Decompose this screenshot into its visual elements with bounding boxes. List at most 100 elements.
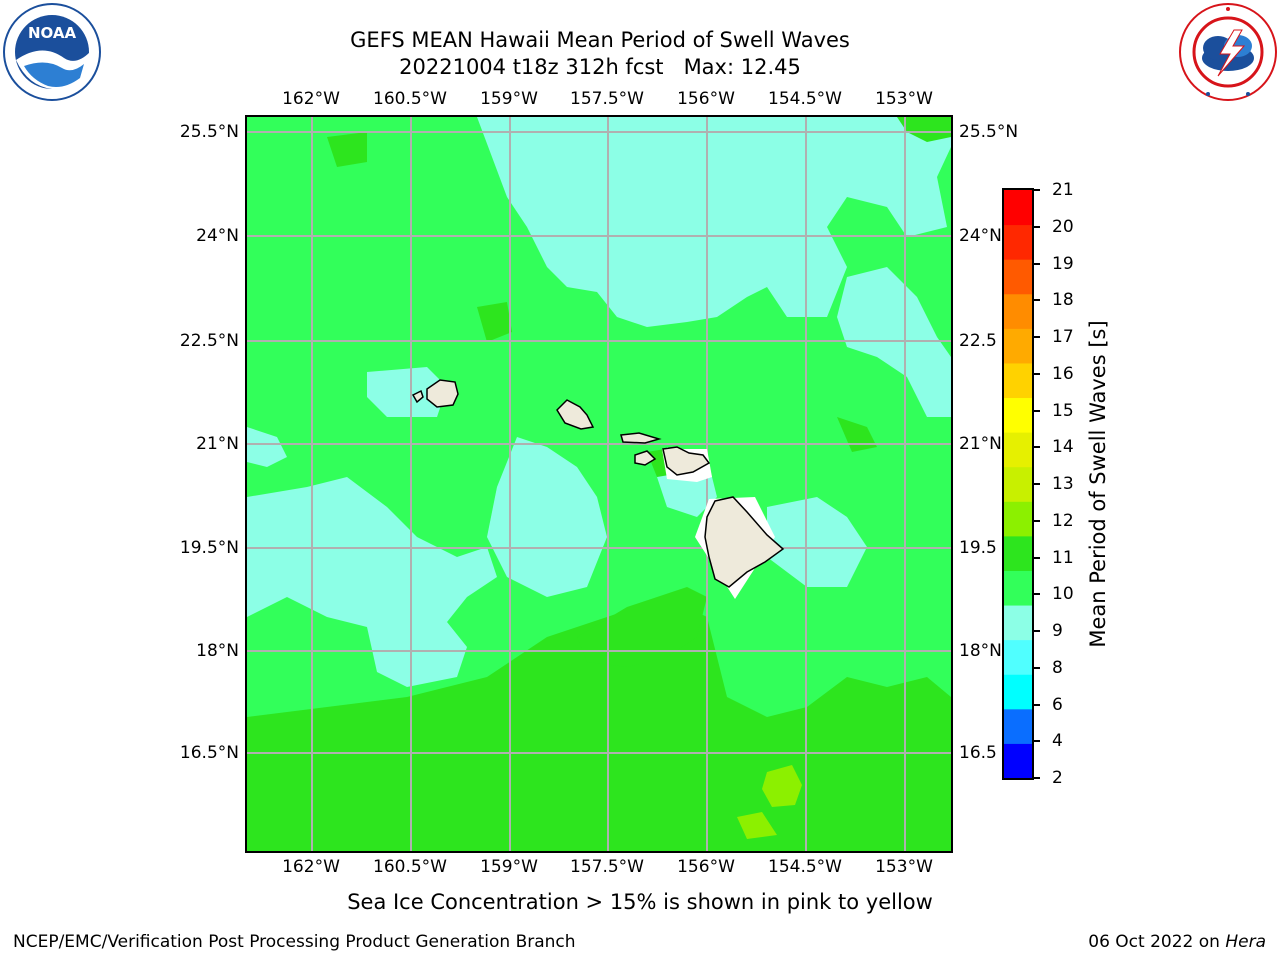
colorbar-title: Mean Period of Swell Waves [s] <box>1086 320 1110 648</box>
colorbar-tick-label: 20 <box>1052 216 1074 237</box>
footer-date-text: 06 Oct 2022 on <box>1088 932 1226 952</box>
lon-tick-top: 159°W <box>480 89 538 109</box>
colorbar-band <box>1004 639 1032 675</box>
graticule <box>247 117 951 851</box>
colorbar-band <box>1004 362 1032 399</box>
island-niihau <box>411 389 424 404</box>
lon-tick-bottom: 162°W <box>282 857 340 877</box>
lat-tick-right: 21°N <box>959 434 1002 454</box>
noaa-logo: NOAA <box>2 2 102 102</box>
colorbar-tick-mark <box>1034 483 1040 485</box>
colorbar-tick-label: 18 <box>1052 290 1074 311</box>
footer-credit: NCEP/EMC/Verification Post Processing Pr… <box>13 932 576 952</box>
lat-tick-left: 24°N <box>196 226 239 246</box>
colorbar-tick-mark <box>1034 262 1040 265</box>
colorbar-band <box>1004 224 1032 260</box>
colorbar-band <box>1004 328 1032 364</box>
colorbar-tick-mark <box>1034 409 1040 412</box>
island-kauai <box>426 379 459 408</box>
colorbar-band <box>1004 570 1032 606</box>
colorbar-tick-label: 6 <box>1052 694 1063 715</box>
colorbar-band <box>1004 501 1032 537</box>
lon-tick-top: 156°W <box>677 89 735 109</box>
colorbar-band <box>1004 708 1032 744</box>
colorbar-band <box>1004 466 1032 502</box>
colorbar-tick-label: 9 <box>1052 621 1063 641</box>
lat-tick-left: 21°N <box>196 434 239 454</box>
lat-tick-right: 16.5 <box>959 743 997 763</box>
nws-logo <box>1178 2 1278 102</box>
colorbar-tick-mark <box>1034 593 1040 596</box>
lat-tick-left: 19.5°N <box>179 538 239 558</box>
colorbar-tick-label: 14 <box>1052 437 1074 458</box>
hawaiian-islands <box>411 379 785 588</box>
colorbar-tick-label: 8 <box>1052 657 1063 678</box>
lon-tick-top: 162°W <box>282 89 340 109</box>
colorbar-band <box>1004 397 1032 433</box>
colorbar-tick-label: 17 <box>1052 327 1074 347</box>
colorbar-tick-mark <box>1034 372 1040 375</box>
colorbar-band <box>1004 535 1032 571</box>
colorbar-tick-label: 11 <box>1052 547 1074 568</box>
lon-tick-top: 153°W <box>875 89 933 109</box>
colorbar-band <box>1004 674 1032 710</box>
map-subtitle: 20221004 t18z 312h fcst Max: 12.45 <box>399 55 801 79</box>
colorbar <box>1002 188 1034 780</box>
colorbar-tick-mark <box>1034 446 1040 449</box>
map-title: GEFS MEAN Hawaii Mean Period of Swell Wa… <box>350 28 850 52</box>
colorbar-tick-label: 12 <box>1052 510 1074 531</box>
lat-tick-left: 18°N <box>196 641 239 661</box>
lat-tick-right: 19.5 <box>959 538 997 558</box>
colorbar-band <box>1004 259 1032 295</box>
lon-tick-bottom: 156°W <box>677 857 735 877</box>
lon-tick-bottom: 159°W <box>480 857 538 877</box>
colorbar-tick-label: 21 <box>1052 180 1074 200</box>
island-maui <box>662 446 711 476</box>
colorbar-tick-label: 13 <box>1052 474 1074 494</box>
lon-tick-bottom: 160.5°W <box>373 857 447 877</box>
colorbar-band <box>1004 432 1032 468</box>
lon-tick-bottom: 154.5°W <box>768 857 842 877</box>
footer-host: Hera <box>1225 932 1266 952</box>
lat-tick-right: 25.5°N <box>959 122 1019 142</box>
island-molokai <box>620 432 662 444</box>
colorbar-band <box>1004 605 1032 641</box>
field-12-13 <box>737 765 802 839</box>
colorbar-tick-label: 19 <box>1052 253 1074 274</box>
lon-tick-top: 157.5°W <box>570 89 644 109</box>
colorbar-tick-mark <box>1034 666 1040 669</box>
island-oahu <box>556 399 595 430</box>
colorbar-tick-label: 2 <box>1052 768 1063 788</box>
colorbar-tick-label: 16 <box>1052 363 1074 384</box>
lat-tick-right: 18°N <box>959 641 1002 661</box>
colorbar-tick-mark <box>1034 519 1040 522</box>
lon-tick-top: 154.5°W <box>768 89 842 109</box>
island-lanai <box>634 450 657 466</box>
colorbar-tick-label: 15 <box>1052 400 1074 421</box>
colorbar-tick-mark <box>1034 225 1040 228</box>
colorbar-tick-mark <box>1034 189 1040 191</box>
lon-tick-bottom: 157.5°W <box>570 857 644 877</box>
lon-tick-bottom: 153°W <box>875 857 933 877</box>
colorbar-tick-mark <box>1034 556 1040 559</box>
lat-tick-left: 16.5°N <box>179 743 239 763</box>
colorbar-tick-mark <box>1034 703 1040 706</box>
colorbar-band <box>1004 293 1032 329</box>
colorbar-band <box>1004 743 1032 778</box>
colorbar-tick-mark <box>1034 777 1040 779</box>
lat-tick-right: 24°N <box>959 226 1002 246</box>
colorbar-tick-label: 4 <box>1052 731 1063 752</box>
sea-ice-caption: Sea Ice Concentration > 15% is shown in … <box>347 890 933 914</box>
footer-date: 06 Oct 2022 on Hera <box>1088 932 1266 952</box>
island-hawaii <box>704 496 785 588</box>
colorbar-tick-mark <box>1034 336 1040 338</box>
lon-tick-top: 160.5°W <box>373 89 447 109</box>
lat-tick-right: 22.5 <box>959 331 997 351</box>
field-9-10 <box>247 117 951 687</box>
swell-period-map <box>245 115 953 853</box>
lat-tick-left: 25.5°N <box>179 122 239 142</box>
colorbar-band <box>1004 190 1032 226</box>
svg-text:NOAA: NOAA <box>28 24 77 42</box>
colorbar-tick-label: 10 <box>1052 584 1074 605</box>
colorbar-tick-mark <box>1034 630 1040 632</box>
